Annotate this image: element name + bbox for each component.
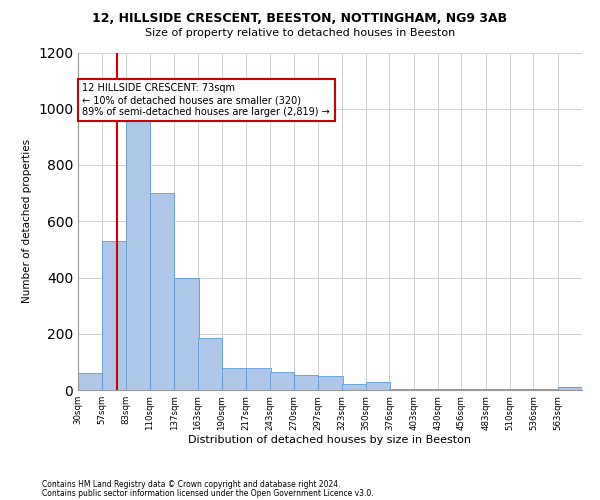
Bar [103, 241, 127, 390]
Text: 12 HILLSIDE CRESCENT: 73sqm
← 10% of detached houses are smaller (320)
89% of se: 12 HILLSIDE CRESCENT: 73sqm ← 10% of det… [83, 84, 330, 116]
Text: 12, HILLSIDE CRESCENT, BEESTON, NOTTINGHAM, NG9 3AB: 12, HILLSIDE CRESCENT, BEESTON, NOTTINGH… [92, 12, 508, 26]
Bar [175, 278, 199, 390]
Text: Size of property relative to detached houses in Beeston: Size of property relative to detached ho… [145, 28, 455, 38]
Bar [558, 387, 582, 390]
Bar [126, 114, 150, 390]
Bar [461, 388, 486, 390]
Bar [198, 338, 222, 390]
Bar [533, 388, 558, 390]
Bar [150, 193, 175, 390]
Bar [294, 374, 319, 390]
Y-axis label: Number of detached properties: Number of detached properties [22, 139, 32, 304]
Bar [486, 388, 510, 390]
Bar [270, 372, 294, 390]
Bar [319, 376, 343, 390]
Bar [389, 388, 414, 390]
Bar [247, 368, 271, 390]
Bar [222, 368, 247, 390]
X-axis label: Distribution of detached houses by size in Beeston: Distribution of detached houses by size … [188, 436, 472, 446]
Bar [366, 382, 391, 390]
Text: Contains public sector information licensed under the Open Government Licence v3: Contains public sector information licen… [42, 489, 374, 498]
Text: Contains HM Land Registry data © Crown copyright and database right 2024.: Contains HM Land Registry data © Crown c… [42, 480, 341, 489]
Bar [438, 388, 463, 390]
Bar [414, 388, 438, 390]
Bar [510, 388, 534, 390]
Bar [78, 373, 102, 390]
Bar [342, 384, 366, 390]
